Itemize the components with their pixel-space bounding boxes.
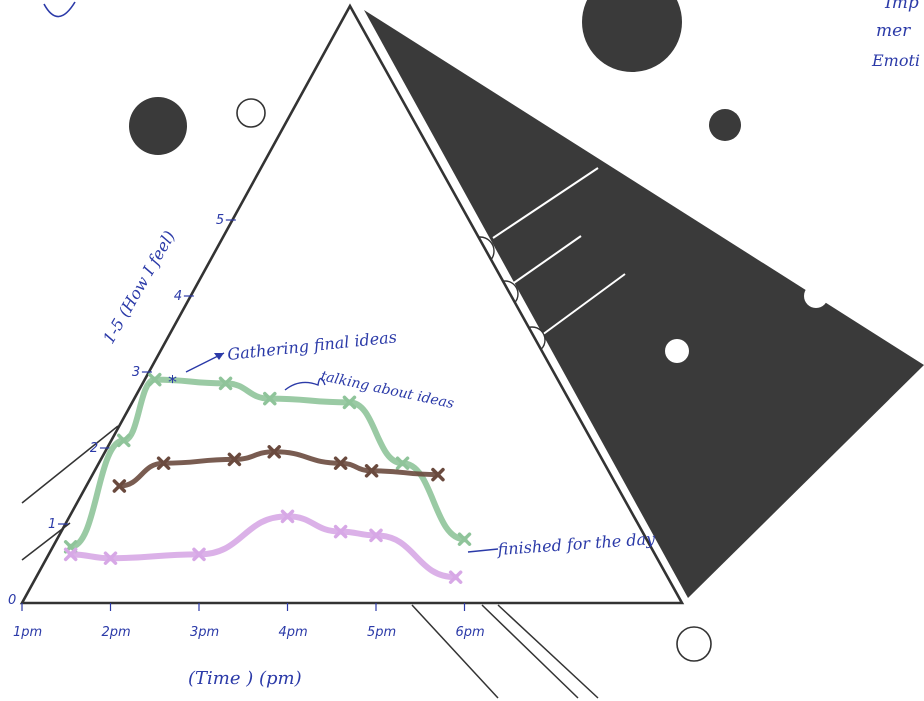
data-point (395, 456, 410, 470)
decor-line (481, 604, 579, 699)
x-axis-ticks: 1pm 2pm 3pm 4pm 5pm 6pm (13, 603, 485, 640)
x-marker (431, 467, 445, 482)
x-marker (112, 479, 127, 493)
x-marker (227, 452, 242, 467)
asterisk-icon: * (168, 372, 177, 393)
data-point (156, 456, 171, 470)
data-point (112, 479, 127, 493)
decor-dot-white (804, 284, 828, 308)
x-tick-label: 2pm (102, 625, 131, 640)
x-marker (63, 547, 78, 562)
data-point (333, 524, 348, 539)
x-marker (218, 376, 233, 391)
x-marker (103, 551, 118, 565)
decor-line (411, 604, 499, 699)
decorative-shapes (19, 0, 924, 699)
data-point (333, 456, 348, 470)
data-point (117, 433, 131, 448)
y-axis-ticks: 0 1 2 3 4 5 (8, 213, 236, 608)
corner-note-line-2: mer (876, 21, 911, 41)
x-marker (395, 456, 410, 470)
data-point (280, 509, 295, 524)
x-marker (192, 547, 206, 562)
decor-circle-right-small (709, 109, 741, 141)
data-point (263, 391, 277, 406)
x-tick-label: 4pm (279, 625, 308, 640)
data-point (448, 570, 463, 584)
annotation-brace (284, 377, 326, 391)
data-point (267, 445, 281, 459)
white-stripe (492, 167, 599, 239)
x-marker (280, 509, 295, 524)
main-triangle (19, 3, 685, 605)
x-marker (333, 524, 348, 539)
x-axis-label: (Time ) (pm) (188, 668, 302, 689)
x-marker (333, 456, 348, 470)
decor-line (497, 604, 599, 699)
corner-scribble (43, 1, 76, 18)
data-point (192, 547, 206, 562)
x-tick-label: 6pm (456, 625, 485, 640)
decor-circle-large (582, 0, 682, 72)
x-tick-label: 5pm (367, 625, 396, 640)
y-tick-label: 2 (90, 441, 98, 456)
x-tick-label: 1pm (13, 625, 42, 640)
y-axis-label: 1-5 (How I feel) (99, 227, 179, 347)
x-marker (364, 464, 379, 478)
corner-note: Imp mer Emoti (871, 0, 920, 70)
x-marker (148, 372, 162, 387)
x-marker (457, 532, 472, 546)
data-point (218, 376, 233, 391)
x-marker (448, 570, 463, 584)
decor-circle-outline-bottom (676, 626, 712, 662)
x-marker (263, 391, 277, 406)
x-marker (117, 433, 131, 448)
data-point (63, 547, 78, 562)
y-tick-label: 3 (132, 365, 140, 380)
decor-line (21, 425, 119, 504)
x-marker (369, 528, 383, 543)
y-tick-label: 4 (174, 289, 182, 304)
white-stripe (541, 273, 626, 336)
decor-circle-outline-top (236, 98, 266, 128)
decor-line (21, 522, 71, 561)
data-point (369, 528, 383, 543)
x-marker (156, 456, 171, 470)
x-tick-label: 3pm (190, 625, 219, 640)
arrow-head-icon (214, 353, 224, 360)
y-tick-label: 1 (48, 517, 56, 532)
white-stripe (507, 235, 582, 288)
annotation-dash (467, 548, 499, 553)
decor-dot-white (665, 339, 689, 363)
data-point (103, 551, 118, 565)
y-tick-label: 5 (216, 213, 224, 228)
data-point (431, 467, 445, 482)
decor-circle-left (129, 97, 187, 155)
corner-note-line-3: Emoti (871, 51, 920, 70)
data-point (148, 372, 162, 387)
corner-note-line-1: Imp (884, 0, 919, 13)
series-layer (63, 372, 472, 584)
data-point (342, 395, 357, 410)
data-point (364, 464, 379, 478)
data-point (227, 452, 242, 467)
x-marker (267, 445, 281, 459)
dark-triangle (364, 10, 924, 598)
y-tick-label: 0 (8, 593, 16, 608)
x-marker (342, 395, 357, 410)
data-point (457, 532, 472, 546)
